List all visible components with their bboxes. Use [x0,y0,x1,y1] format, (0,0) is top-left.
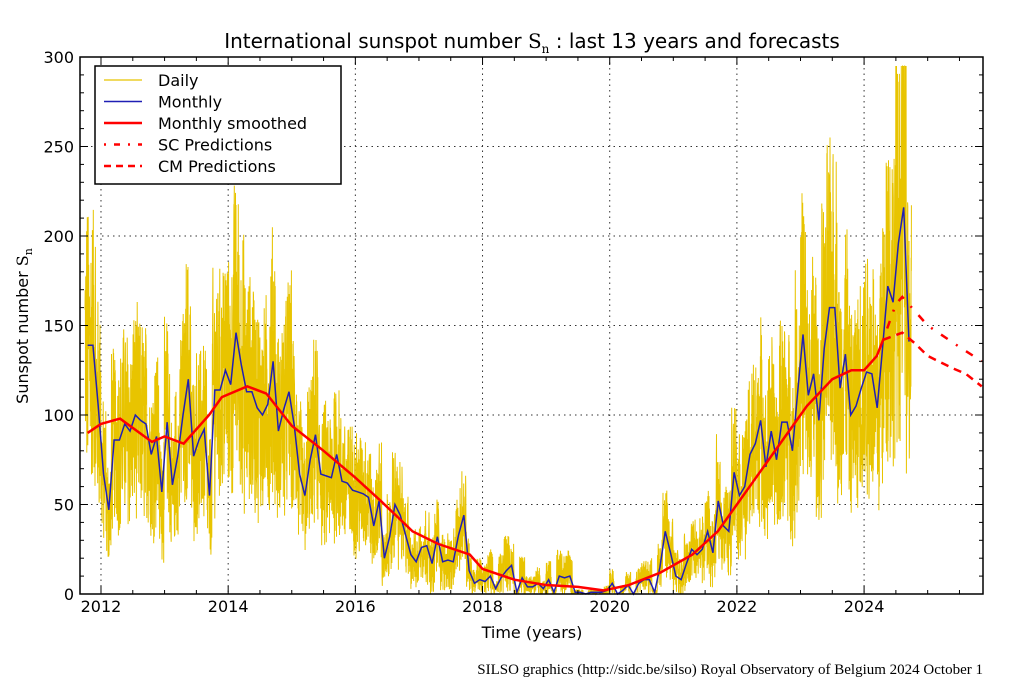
y-tick-label: 300 [43,48,74,67]
cm-predictions-line [882,331,983,388]
legend-label: Monthly [158,93,222,112]
x-tick-label: 2012 [81,597,122,616]
legend-box [94,65,342,185]
series-lines [86,207,983,596]
y-tick-label: 0 [64,585,74,604]
x-tick-label: 2022 [717,597,758,616]
legend-label: SC Predictions [158,136,272,155]
x-tick-label: 2020 [589,597,630,616]
chart-title: International sunspot number Sn : last 1… [224,29,840,56]
legend-label: Monthly smoothed [158,114,307,133]
y-tick-label: 50 [54,496,74,515]
smoothed-line [86,339,885,592]
sc-predictions-line [881,294,983,363]
x-tick-label: 2018 [462,597,503,616]
y-tick-label: 100 [43,406,74,425]
y-tick-label: 250 [43,138,74,157]
daily-series [84,65,912,596]
monthly-line [87,207,910,596]
axis-ticks: 0 50 100 150 200 250 300 2012 2014 2016 2018 2020 20… [43,48,983,616]
x-tick-label: 2016 [335,597,376,616]
footer-credit: SILSO graphics (http://sidc.be/silso) Ro… [477,662,983,678]
y-axis-label: Sunspot number Sn [13,248,35,404]
x-axis-label: Time (years) [481,623,583,642]
y-tick-label: 150 [43,317,74,336]
legend-label: Daily [158,71,198,90]
legend: Daily Monthly Monthly smoothed SC Predictio… [94,65,342,185]
x-tick-label: 2014 [208,597,249,616]
x-tick-label: 2024 [844,597,885,616]
y-tick-label: 200 [43,227,74,246]
legend-label: CM Predictions [158,157,276,176]
daily-line [84,65,912,596]
